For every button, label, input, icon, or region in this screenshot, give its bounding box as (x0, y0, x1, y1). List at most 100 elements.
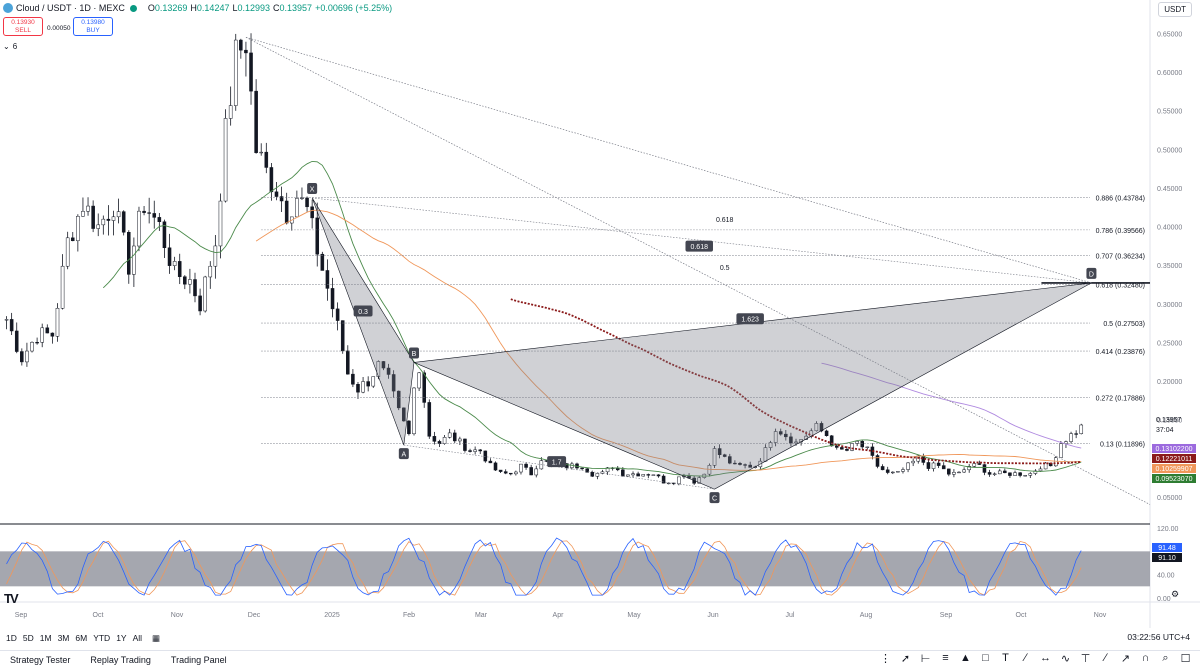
candle-body (1003, 470, 1007, 474)
tf-ytd[interactable]: YTD (93, 633, 111, 643)
candle-body (514, 471, 518, 475)
tf-1d[interactable]: 1D (6, 633, 17, 643)
candle-body (1079, 424, 1084, 434)
pattern-triangle-xab (311, 197, 415, 446)
candle-body (784, 433, 788, 438)
last-price-label: 0.13957 (1156, 417, 1181, 424)
trend-tool-icon[interactable]: ➚ (900, 653, 911, 665)
price-tick-label: 0.40000 (1157, 225, 1182, 232)
candle-body (941, 465, 946, 470)
candle-body (116, 211, 121, 218)
candle-body (860, 441, 865, 448)
candle-body (580, 467, 584, 470)
candle-body (967, 466, 971, 471)
candle-body (356, 384, 360, 393)
ruler-tool-icon[interactable]: ∕ (1104, 652, 1107, 664)
tf-5d[interactable]: 5D (22, 633, 34, 643)
tab-replay-trading[interactable]: Replay Trading (90, 655, 151, 665)
brush-tool-icon[interactable]: ∕ (1024, 652, 1027, 664)
tf-3m[interactable]: 3M (57, 633, 70, 643)
pattern-point-label: X (310, 186, 315, 193)
candle-body (855, 441, 859, 444)
candle-body (595, 473, 600, 477)
settings-gear-icon[interactable]: ⚙ (1171, 590, 1179, 600)
magnet-icon[interactable]: ∩ (1141, 652, 1150, 664)
candle-body (1038, 468, 1043, 472)
candle-body (600, 471, 605, 474)
price-badge-box (1152, 474, 1196, 483)
candle-body (498, 469, 503, 472)
candle-body (193, 279, 197, 297)
price-badge-box (1152, 464, 1196, 473)
candle-body (361, 381, 365, 393)
drag-handle-icon[interactable]: ⋮ (880, 653, 891, 665)
candle-body (14, 330, 19, 352)
candle-body (386, 367, 391, 375)
candle-body (722, 454, 727, 457)
bar-countdown-label: 37:04 (1156, 427, 1174, 434)
price-tick-label: 0.20000 (1157, 379, 1182, 386)
price-tick-label: 0.35000 (1157, 263, 1182, 270)
tf-all[interactable]: All (132, 633, 143, 643)
currency-button[interactable]: USDT (1158, 2, 1192, 17)
fib-level-label: 0.414 (0.23876) (1096, 349, 1145, 356)
candle-body (208, 265, 213, 278)
candle-body (590, 472, 595, 477)
tf-1m[interactable]: 1M (39, 633, 52, 643)
candle-body (40, 327, 44, 343)
wave-tool-icon[interactable]: ∿ (1060, 653, 1071, 665)
candle-body (605, 467, 610, 473)
candle-body (585, 468, 589, 473)
candle-body (631, 473, 635, 476)
candle-body (274, 191, 279, 197)
price-badge-value: 0.09523070 (1156, 476, 1193, 483)
oscillator-signal-line (6, 540, 1082, 596)
measure-tool-icon[interactable]: ↔ (1040, 652, 1051, 664)
symbol-title[interactable]: Cloud / USDT · 1D · MEXC (16, 3, 125, 13)
shape-tool-icon[interactable]: □ (982, 652, 989, 664)
candle-body (127, 231, 131, 275)
time-tick-label: Sep (940, 612, 953, 619)
forecast-tool-icon[interactable]: ↗ (1120, 653, 1131, 665)
trendline-short[interactable] (245, 36, 1092, 284)
candle-body (621, 469, 625, 477)
candle-body (422, 372, 426, 403)
lock-icon[interactable]: ☐ (1180, 653, 1191, 665)
grid-tool-icon[interactable]: ⊤ (1080, 653, 1091, 665)
candle-body (733, 462, 737, 465)
candle-body (228, 105, 233, 119)
candle-body (396, 390, 401, 409)
time-tick-label: Oct (93, 612, 104, 619)
calendar-icon[interactable]: ▦ (152, 632, 161, 643)
candle-body (340, 320, 345, 352)
indicators-toggle[interactable]: ⌄ 6 (3, 42, 17, 51)
candle-body (789, 436, 793, 444)
text-tool-icon[interactable]: T (1002, 652, 1009, 664)
zoom-icon[interactable]: ⌕ (1162, 652, 1169, 664)
pattern-point-label: B (412, 351, 417, 358)
sell-button[interactable]: 0.13930 SELL (3, 17, 43, 36)
candle-body (55, 307, 60, 337)
price-tick-label: 0.50000 (1157, 147, 1182, 154)
tradingview-logo-icon[interactable]: TV (4, 591, 19, 606)
price-badge-value: 0.12221011 (1156, 456, 1193, 463)
close-value: 0.13957 (279, 3, 313, 13)
ma-line-green (102, 160, 1082, 477)
candle-body (203, 276, 207, 312)
candle-body (519, 463, 523, 473)
tab-strategy-tester[interactable]: Strategy Tester (10, 655, 71, 665)
candle-body (524, 463, 528, 468)
buy-button[interactable]: 0.13980 BUY (73, 17, 113, 36)
candle-body (249, 52, 253, 92)
candle-body (335, 308, 340, 321)
candle-body (947, 468, 951, 475)
pattern-tool-icon[interactable]: ▲ (960, 652, 971, 664)
fib-tool-icon[interactable]: ≡ (942, 652, 949, 664)
clock-display[interactable]: 03:22:56 UTC+4 (1127, 632, 1190, 642)
candle-body (65, 237, 70, 267)
tf-6m[interactable]: 6M (75, 633, 88, 643)
horizontal-ray-icon[interactable]: ⊢ (920, 653, 931, 665)
tf-1y[interactable]: 1Y (116, 633, 127, 643)
tab-trading-panel[interactable]: Trading Panel (170, 655, 227, 665)
